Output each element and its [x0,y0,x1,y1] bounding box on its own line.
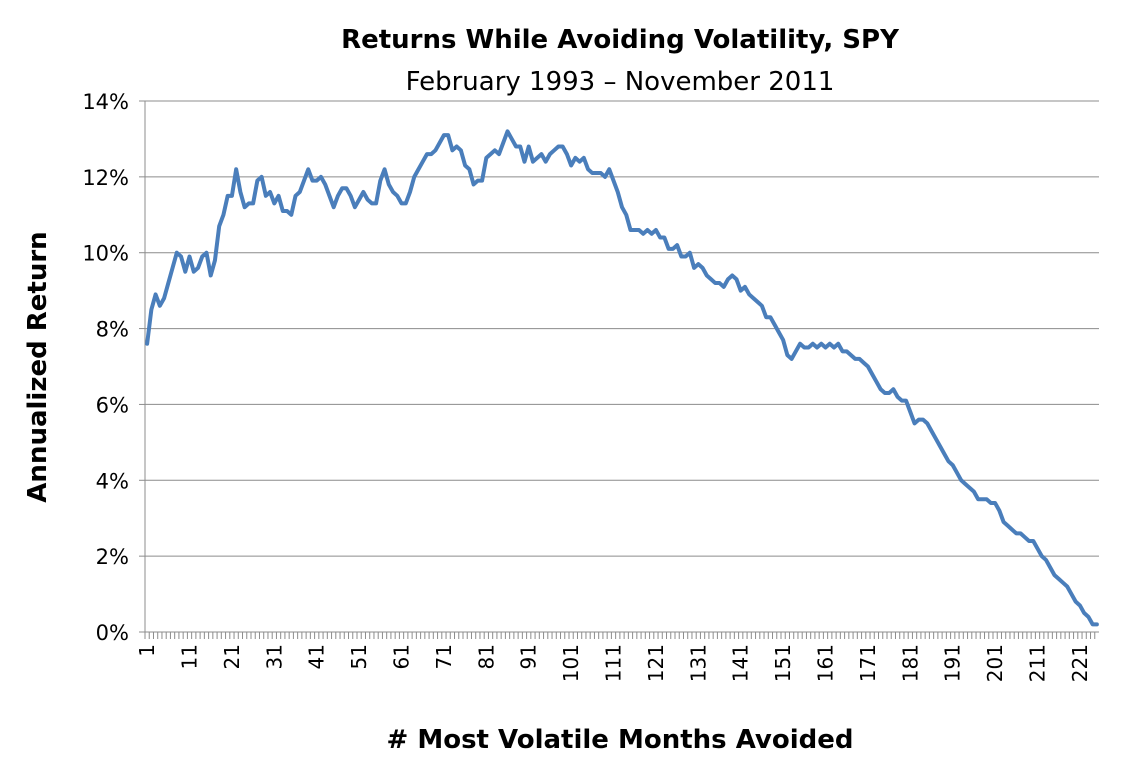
x-tick-label: 91 [517,644,541,669]
x-tick-label: 131 [686,644,710,682]
x-axis-label: # Most Volatile Months Avoided [387,725,854,755]
x-tick-label: 141 [729,644,753,682]
x-tick-label: 41 [305,644,329,669]
x-tick-label: 81 [474,644,498,669]
x-tick-label: 31 [262,644,286,669]
chart-title: Returns While Avoiding Volatility, SPY [341,25,900,55]
x-tick-label: 111 [602,644,626,682]
x-tick-label: 61 [390,644,414,669]
chart-subtitle: February 1993 – November 2011 [406,67,835,97]
x-tick-label: 71 [432,644,456,669]
x-tick-label: 121 [644,644,668,682]
x-tick-label: 221 [1068,644,1092,682]
x-tick-label: 21 [220,644,244,669]
y-tick-label: 14% [82,90,129,114]
x-tick-label: 1 [135,644,159,657]
x-tick-label: 101 [559,644,583,682]
y-tick-label: 10% [82,242,129,266]
y-tick-label: 4% [96,469,129,493]
y-tick-label: 0% [96,621,129,645]
x-tick-label: 191 [941,644,965,682]
y-tick-label: 6% [96,393,129,417]
x-tick-label: 161 [814,644,838,682]
x-tick-label: 171 [856,644,880,682]
y-tick-label: 12% [82,166,129,190]
x-tick-label: 201 [983,644,1007,682]
x-tick-label: 151 [771,644,795,682]
x-tick-label: 51 [347,644,371,669]
y-tick-label: 2% [96,545,129,569]
line-series [145,129,1099,627]
y-tick-label: 8% [96,318,129,342]
y-axis-label: Annualized Return [23,231,53,502]
x-tick-label: 211 [1026,644,1050,682]
x-tick-label: 181 [898,644,922,682]
x-tick-label: 11 [178,644,202,669]
